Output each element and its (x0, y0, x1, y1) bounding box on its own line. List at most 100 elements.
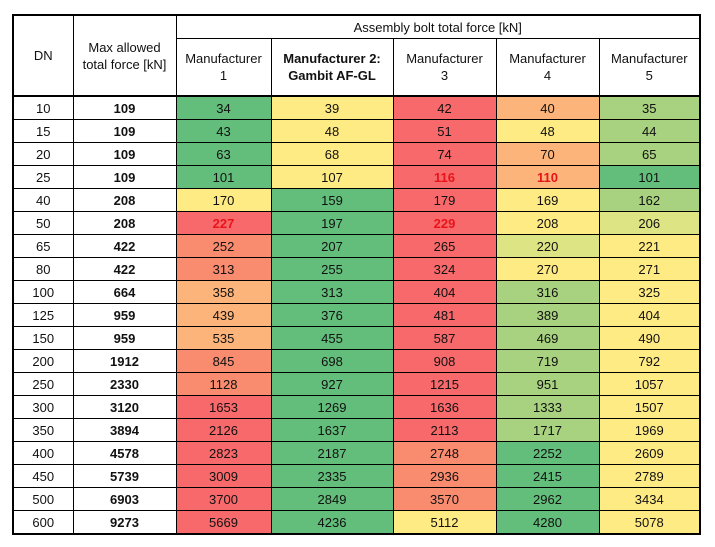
cell-max-allowed: 6903 (72, 487, 177, 511)
cell-manufacturer-4: 469 (495, 326, 600, 350)
table-row: 300 3120 1653 1269 1636 1333 1507 (12, 395, 701, 419)
cell-manufacturer-4: 1333 (495, 395, 600, 419)
cell-manufacturer-1: 2126 (175, 418, 272, 442)
table-row: 40 208 170 159 179 169 162 (12, 188, 701, 212)
cell-manufacturer-4: 951 (495, 372, 600, 396)
table-row: 125 959 439 376 481 389 404 (12, 303, 701, 327)
cell-manufacturer-3: 5112 (392, 510, 497, 535)
cell-dn: 400 (12, 441, 74, 465)
cell-manufacturer-2: 68 (270, 142, 394, 166)
cell-manufacturer-5: 1057 (598, 372, 701, 396)
header-manufacturer-5: Manufacturer 5 (598, 38, 701, 97)
cell-manufacturer-5: 101 (598, 165, 701, 189)
cell-manufacturer-1: 170 (175, 188, 272, 212)
cell-manufacturer-5: 1507 (598, 395, 701, 419)
table-row: 350 3894 2126 1637 2113 1717 1969 (12, 418, 701, 442)
table-row: 80 422 313 255 324 270 271 (12, 257, 701, 281)
cell-manufacturer-5: 221 (598, 234, 701, 258)
cell-manufacturer-1: 439 (175, 303, 272, 327)
table-row: 150 959 535 455 587 469 490 (12, 326, 701, 350)
cell-manufacturer-5: 162 (598, 188, 701, 212)
cell-dn: 65 (12, 234, 74, 258)
cell-manufacturer-2: 39 (270, 95, 394, 120)
cell-max-allowed: 959 (72, 303, 177, 327)
table-row: 20 109 63 68 74 70 65 (12, 142, 701, 166)
cell-dn: 50 (12, 211, 74, 235)
cell-manufacturer-4: 2252 (495, 441, 600, 465)
cell-manufacturer-1: 3009 (175, 464, 272, 488)
bolt-force-table: DN Max allowed total force [kN] Assembly… (12, 14, 701, 535)
cell-manufacturer-1: 43 (175, 119, 272, 143)
cell-max-allowed: 422 (72, 234, 177, 258)
table-row: 250 2330 1128 927 1215 951 1057 (12, 372, 701, 396)
cell-max-allowed: 1912 (72, 349, 177, 373)
cell-manufacturer-4: 2962 (495, 487, 600, 511)
cell-max-allowed: 109 (72, 119, 177, 143)
cell-dn: 40 (12, 188, 74, 212)
cell-manufacturer-1: 3700 (175, 487, 272, 511)
cell-manufacturer-5: 1969 (598, 418, 701, 442)
cell-max-allowed: 422 (72, 257, 177, 281)
header-max-allowed: Max allowed total force [kN] (72, 14, 177, 97)
cell-manufacturer-5: 206 (598, 211, 701, 235)
cell-manufacturer-5: 35 (598, 95, 701, 120)
cell-manufacturer-3: 51 (392, 119, 497, 143)
cell-manufacturer-2: 197 (270, 211, 394, 235)
cell-manufacturer-1: 34 (175, 95, 272, 120)
cell-dn: 100 (12, 280, 74, 304)
cell-manufacturer-3: 908 (392, 349, 497, 373)
cell-manufacturer-2: 4236 (270, 510, 394, 535)
cell-dn: 20 (12, 142, 74, 166)
table-row: 10 109 34 39 42 40 35 (12, 95, 701, 120)
cell-manufacturer-5: 271 (598, 257, 701, 281)
cell-manufacturer-2: 1637 (270, 418, 394, 442)
cell-max-allowed: 959 (72, 326, 177, 350)
cell-max-allowed: 109 (72, 95, 177, 120)
cell-manufacturer-1: 845 (175, 349, 272, 373)
cell-manufacturer-2: 698 (270, 349, 394, 373)
cell-manufacturer-3: 324 (392, 257, 497, 281)
cell-manufacturer-2: 255 (270, 257, 394, 281)
cell-manufacturer-1: 252 (175, 234, 272, 258)
cell-manufacturer-5: 44 (598, 119, 701, 143)
cell-max-allowed: 664 (72, 280, 177, 304)
header-manufacturer-2: Manufacturer 2: Gambit AF-GL (270, 38, 394, 97)
cell-manufacturer-3: 1215 (392, 372, 497, 396)
cell-manufacturer-5: 2609 (598, 441, 701, 465)
cell-dn: 350 (12, 418, 74, 442)
cell-manufacturer-3: 1636 (392, 395, 497, 419)
cell-max-allowed: 208 (72, 211, 177, 235)
cell-manufacturer-2: 159 (270, 188, 394, 212)
cell-manufacturer-3: 2748 (392, 441, 497, 465)
cell-manufacturer-5: 490 (598, 326, 701, 350)
cell-manufacturer-3: 2113 (392, 418, 497, 442)
cell-dn: 300 (12, 395, 74, 419)
cell-manufacturer-5: 404 (598, 303, 701, 327)
cell-dn: 450 (12, 464, 74, 488)
cell-manufacturer-5: 3434 (598, 487, 701, 511)
cell-manufacturer-2: 927 (270, 372, 394, 396)
cell-manufacturer-3: 229 (392, 211, 497, 235)
table-row: 15 109 43 48 51 48 44 (12, 119, 701, 143)
cell-manufacturer-3: 116 (392, 165, 497, 189)
cell-manufacturer-2: 455 (270, 326, 394, 350)
cell-manufacturer-4: 719 (495, 349, 600, 373)
cell-max-allowed: 5739 (72, 464, 177, 488)
table-row: 500 6903 3700 2849 3570 2962 3434 (12, 487, 701, 511)
cell-manufacturer-4: 2415 (495, 464, 600, 488)
table-row: 400 4578 2823 2187 2748 2252 2609 (12, 441, 701, 465)
header-manufacturer-3: Manufacturer 3 (392, 38, 497, 97)
cell-manufacturer-4: 169 (495, 188, 600, 212)
cell-max-allowed: 3120 (72, 395, 177, 419)
cell-dn: 15 (12, 119, 74, 143)
cell-max-allowed: 3894 (72, 418, 177, 442)
cell-manufacturer-2: 1269 (270, 395, 394, 419)
cell-manufacturer-4: 40 (495, 95, 600, 120)
cell-manufacturer-3: 481 (392, 303, 497, 327)
header-manufacturer-1: Manufacturer 1 (175, 38, 272, 97)
table-row: 100 664 358 313 404 316 325 (12, 280, 701, 304)
cell-manufacturer-2: 48 (270, 119, 394, 143)
cell-manufacturer-2: 2335 (270, 464, 394, 488)
cell-manufacturer-4: 316 (495, 280, 600, 304)
cell-manufacturer-1: 1128 (175, 372, 272, 396)
